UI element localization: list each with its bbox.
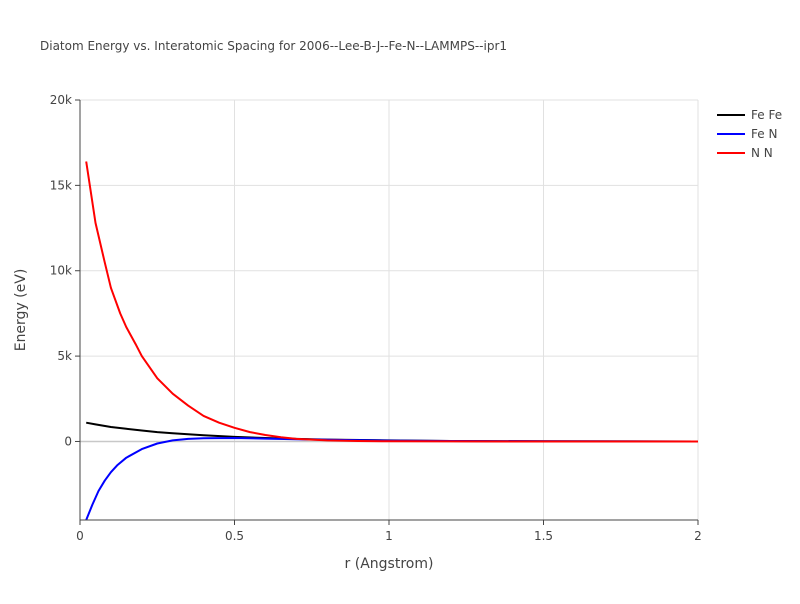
legend-item-fe-n[interactable]: Fe N (717, 127, 777, 141)
series-line-n-n (85, 161, 698, 443)
y-tick-label: 15k (50, 178, 72, 192)
series-layer (85, 161, 698, 520)
axes: 0 0.5 1 1.5 2 0 5k 10k 15k 20k (50, 93, 702, 543)
y-tick-label: 20k (50, 93, 72, 107)
y-tick-label: 10k (50, 264, 72, 278)
x-tick-label: 1.5 (534, 529, 553, 543)
x-tick-label: 0 (76, 529, 84, 543)
legend-item-fe-fe[interactable]: Fe Fe (717, 108, 782, 122)
legend-label: Fe Fe (751, 108, 782, 122)
x-axis-title: r (Angstrom) (345, 556, 434, 572)
legend-label: N N (751, 146, 773, 160)
chart-title: Diatom Energy vs. Interatomic Spacing fo… (40, 39, 507, 53)
legend-item-n-n[interactable]: N N (717, 146, 773, 160)
x-tick-label: 0.5 (225, 529, 244, 543)
x-tick-label: 1 (385, 529, 393, 543)
legend-label: Fe N (751, 127, 777, 141)
x-tick-label: 2 (694, 529, 702, 543)
y-axis-title: Energy (eV) (13, 269, 29, 352)
y-tick-label: 5k (57, 349, 72, 363)
y-tick-label: 0 (64, 434, 72, 448)
legend[interactable]: Fe Fe Fe N N N (717, 108, 782, 160)
